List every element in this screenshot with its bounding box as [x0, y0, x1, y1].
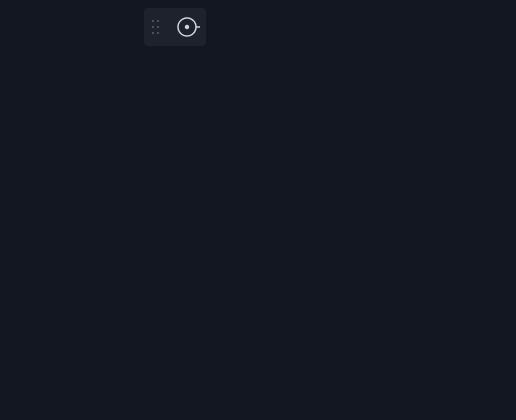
- toolbar: [144, 8, 206, 46]
- settings-button[interactable]: [177, 17, 200, 37]
- drag-handle[interactable]: [152, 20, 159, 34]
- toolbar-bg: [144, 8, 206, 46]
